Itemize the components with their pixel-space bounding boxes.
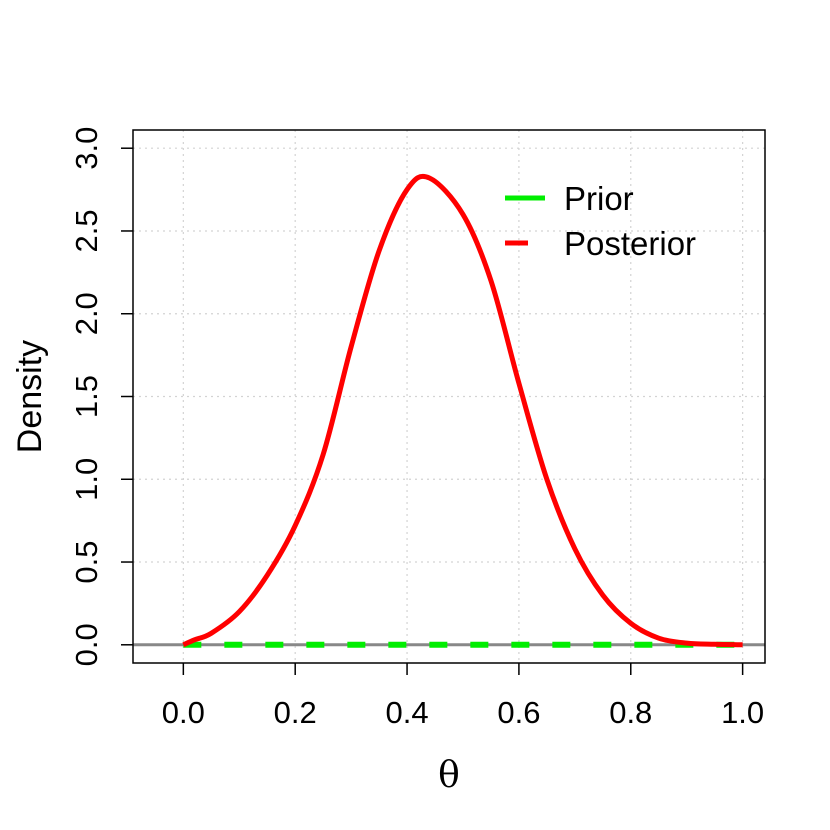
y-tick-label: 0.5 (69, 540, 104, 583)
x-tick-label: 1.0 (721, 695, 764, 730)
y-tick-label: 0.0 (69, 623, 104, 666)
y-axis-title: Density (11, 340, 49, 453)
x-axis: 0.0 0.2 0.4 0.6 0.8 1.0 (162, 663, 764, 730)
x-tick-label: 0.0 (162, 695, 205, 730)
x-axis-title: θ (438, 755, 460, 796)
series-layer (133, 173, 765, 648)
legend-label-prior: Prior (564, 180, 634, 217)
y-tick-label: 2.0 (69, 292, 104, 335)
y-tick-label: 3.0 (69, 127, 104, 170)
plot-frame (132, 129, 766, 664)
series-posterior-line (182, 173, 743, 648)
legend: Prior Posterior (505, 180, 696, 262)
x-tick-label: 0.2 (274, 695, 317, 730)
x-tick-label: 0.8 (609, 695, 652, 730)
y-tick-label: 1.5 (69, 375, 104, 418)
grid (133, 130, 765, 663)
legend-label-posterior: Posterior (564, 225, 696, 262)
x-tick-label: 0.6 (497, 695, 540, 730)
y-axis: 0.0 0.5 1.0 1.5 2.0 2.5 3.0 (69, 127, 133, 666)
y-tick-label: 2.5 (69, 209, 104, 252)
x-tick-label: 0.4 (385, 695, 428, 730)
y-tick-label: 1.0 (69, 458, 104, 501)
